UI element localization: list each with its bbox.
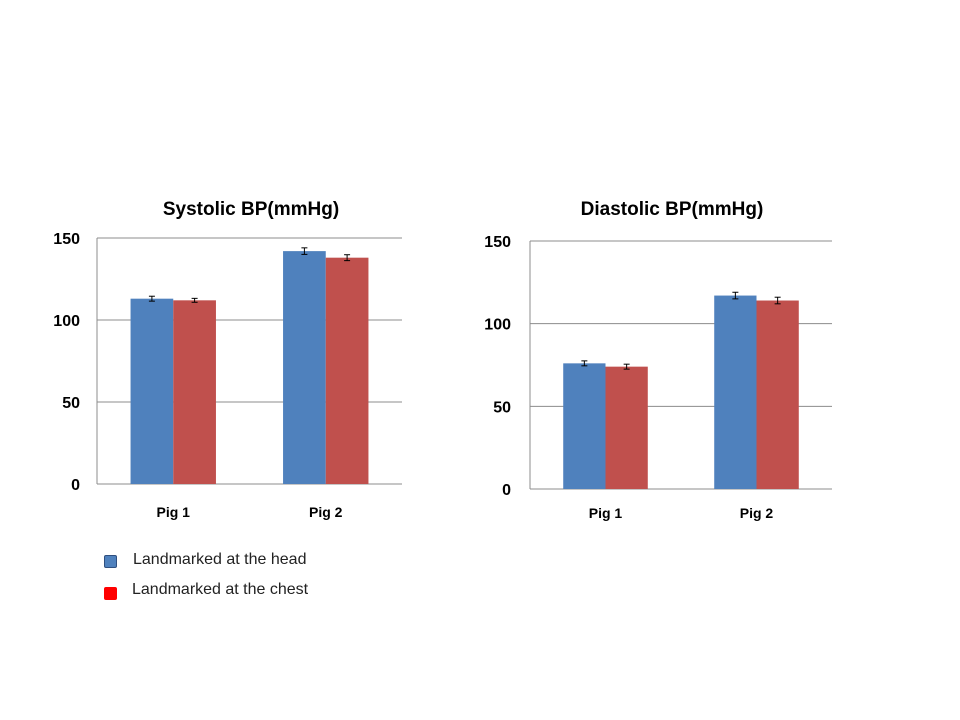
diastolic-category-label: Pig 1: [589, 505, 623, 521]
systolic-bar-chest: [173, 300, 216, 484]
systolic-category-label: Pig 1: [157, 504, 191, 520]
diastolic-y-tick-label: 50: [493, 399, 511, 416]
diastolic-chart-title: Diastolic BP(mmHg): [581, 199, 764, 220]
systolic-y-tick-label: 0: [71, 477, 80, 494]
diastolic-y-tick-label: 100: [484, 317, 511, 334]
systolic-y-tick-label: 100: [53, 313, 80, 330]
diastolic-bar-chest: [756, 300, 799, 489]
legend-label-head: Landmarked at the head: [133, 551, 307, 568]
systolic-y-tick-label: 150: [53, 231, 80, 248]
diastolic-bar-head: [563, 363, 606, 489]
diastolic-y-tick-label: 0: [502, 482, 511, 499]
systolic-category-label: Pig 2: [309, 504, 343, 520]
systolic-chart-title: Systolic BP(mmHg): [163, 199, 339, 220]
diastolic-y-tick-label: 150: [484, 234, 511, 251]
legend-swatch-head: [104, 555, 117, 568]
systolic-y-tick-label: 50: [62, 395, 80, 412]
systolic-bar-head: [130, 298, 174, 484]
diastolic-bar-head: [714, 295, 757, 489]
systolic-bar-head: [283, 251, 326, 484]
diastolic-bar-chest: [605, 366, 648, 489]
legend-label-chest: Landmarked at the chest: [132, 581, 309, 598]
diastolic-category-label: Pig 2: [740, 505, 774, 521]
legend-swatch-chest: [104, 587, 117, 600]
systolic-bar-chest: [325, 257, 369, 484]
